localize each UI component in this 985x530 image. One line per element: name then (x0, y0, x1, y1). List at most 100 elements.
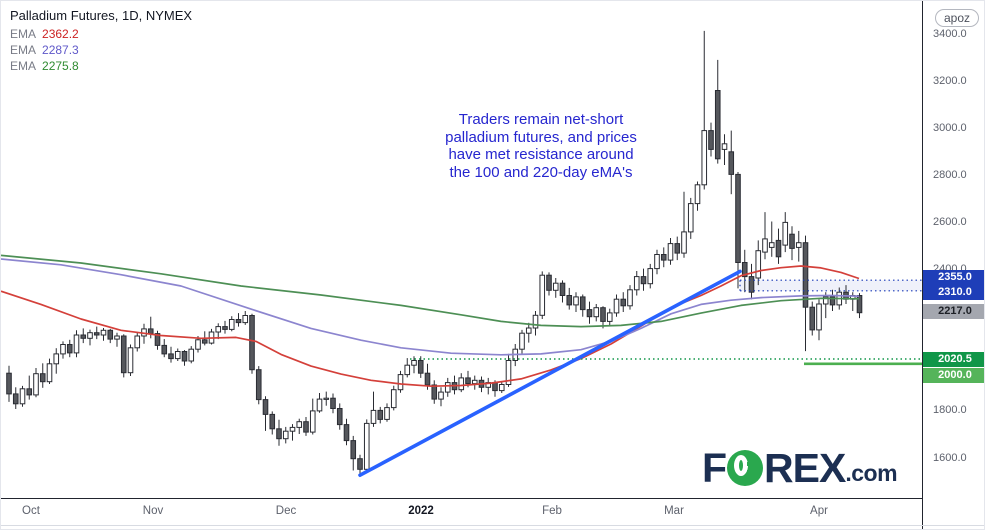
candle-body (593, 307, 600, 318)
price-badge-2000.0: 2000.0 (923, 367, 984, 383)
candle-body (316, 398, 323, 412)
candle-body (573, 296, 579, 306)
ema-legend-row-0[interactable]: EMA 2362.2 (10, 26, 192, 42)
candle-body (100, 329, 107, 336)
annotation-line: the 100 and 220-day eMA's (449, 163, 633, 181)
candle-body (647, 268, 654, 285)
candle-body (249, 315, 255, 371)
candle-body (46, 363, 53, 383)
ema-label: EMA (10, 27, 37, 41)
candle-body (161, 344, 168, 355)
price-tick: 2800.0 (933, 168, 967, 181)
resistance-zone[interactable] (740, 280, 922, 291)
candle-body (390, 389, 397, 409)
candle-body (127, 347, 134, 374)
ema-legend-row-2[interactable]: EMA 2275.8 (10, 58, 192, 74)
candle-body (458, 377, 465, 391)
candle-body (640, 276, 647, 285)
ema-line-ema-220[interactable] (1, 254, 860, 328)
candle-body (228, 319, 235, 330)
candle-body (714, 90, 721, 160)
candle-body (465, 377, 471, 385)
candle-body (384, 407, 390, 420)
time-axis[interactable]: Oct Nov Dec 2022 Feb Mar Apr (1, 498, 922, 527)
candle-body (303, 421, 309, 433)
candle-body (492, 382, 498, 392)
candle-body (255, 369, 262, 401)
candle-body (748, 276, 755, 293)
candle-body (829, 296, 836, 306)
ema-legend-row-1[interactable]: EMA 2287.3 (10, 42, 192, 58)
candle-body (168, 353, 174, 360)
candle-body (566, 295, 573, 306)
candle-body (795, 242, 802, 248)
candle-body (660, 254, 667, 261)
ema-value: 2362.2 (42, 27, 79, 41)
candle-body (6, 372, 12, 395)
price-chart-canvas[interactable] (1, 1, 923, 498)
candle-body (53, 353, 60, 365)
candle-body (694, 184, 701, 205)
time-label-Mar: Mar (664, 505, 684, 517)
candle-body (330, 397, 336, 410)
price-tick: 3200.0 (933, 74, 967, 87)
symbol-title[interactable]: Palladium Futures, 1D, NYMEX (10, 8, 193, 23)
logo-text-f: F (702, 445, 727, 491)
candle-body (276, 428, 282, 440)
price-tick: 1600.0 (933, 451, 967, 464)
candle-body (114, 335, 120, 340)
candle-body (289, 426, 296, 432)
candle-body (282, 430, 289, 440)
candle-body (613, 298, 620, 314)
candle-body (404, 364, 411, 376)
candle-body (181, 351, 188, 362)
ema-line-ema-50[interactable] (1, 265, 860, 388)
candle-body (417, 360, 424, 374)
candle-body (654, 254, 660, 270)
candle-body (728, 151, 735, 175)
candle-body (708, 130, 714, 150)
candle-body (438, 391, 444, 400)
candle-body (735, 173, 741, 263)
time-label-Apr: Apr (810, 505, 828, 517)
candle-body (822, 296, 829, 305)
time-label-Feb: Feb (542, 505, 562, 517)
candle-body (789, 233, 795, 249)
candle-body (701, 130, 708, 186)
candle-body (73, 334, 80, 354)
candle-body (39, 373, 46, 383)
candles (6, 30, 863, 476)
ema-line-ema-100[interactable] (1, 258, 860, 356)
candle-body (667, 243, 674, 261)
time-label-Nov: Nov (142, 505, 164, 517)
candle-body (444, 382, 451, 393)
candle-body (377, 409, 384, 420)
candle-body (620, 298, 627, 307)
candle-body (350, 440, 357, 460)
candle-body (262, 399, 269, 415)
candle-body (363, 422, 370, 470)
ema-label: EMA (10, 59, 37, 73)
annotation-note[interactable]: Traders remain net-short palladium future… (393, 111, 689, 181)
price-badge-2217.0: 2217.0 (923, 303, 984, 319)
owner-badge[interactable]: apoz (934, 9, 979, 27)
candle-body (26, 388, 33, 396)
annotation-line: Traders remain net-short (458, 111, 624, 128)
candle-body (762, 238, 768, 253)
price-tick: 1800.0 (933, 404, 967, 417)
candle-body (343, 424, 350, 442)
price-axis[interactable]: apoz 3400.03200.03000.02800.02600.02400.… (922, 1, 984, 529)
trendline[interactable] (358, 269, 742, 478)
price-tick: 3400.0 (933, 27, 967, 40)
price-badge-2310.0: 2310.0 (923, 284, 984, 300)
candle-body (505, 360, 512, 385)
candle-body (134, 335, 141, 349)
candle-body (424, 372, 431, 386)
candle-body (120, 335, 127, 374)
candle-body (147, 328, 154, 335)
candle-body (370, 409, 377, 424)
candle-body (606, 312, 613, 322)
candle-body (80, 334, 87, 339)
candle-body (87, 332, 93, 339)
